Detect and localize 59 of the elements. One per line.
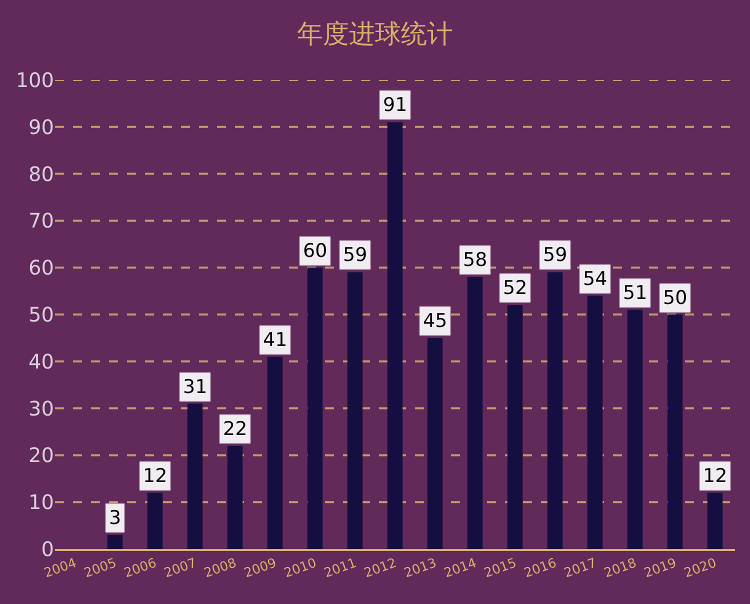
bar <box>267 356 283 549</box>
x-tick-label: 2006 <box>122 556 159 582</box>
x-tick-label: 2017 <box>562 556 599 582</box>
chart-title: 年度进球统计 <box>297 19 453 50</box>
y-tick-label: 30 <box>28 396 54 420</box>
data-label: 12 <box>703 465 728 487</box>
x-tick-label: 2009 <box>242 556 279 582</box>
bar <box>467 276 483 549</box>
y-tick-label: 90 <box>28 114 54 139</box>
data-label: 12 <box>143 465 168 487</box>
data-label: 60 <box>303 240 328 262</box>
bar <box>667 314 683 549</box>
bar <box>547 272 563 549</box>
bar <box>387 122 403 549</box>
y-tick-label: 40 <box>28 349 54 374</box>
data-label: 59 <box>343 244 368 266</box>
data-label: 22 <box>223 418 248 440</box>
x-tick-label: 2010 <box>282 556 319 582</box>
x-tick-label: 2019 <box>642 556 679 582</box>
y-tick-label: 50 <box>28 302 54 326</box>
bar <box>427 338 443 549</box>
x-tick-label: 2005 <box>82 556 119 582</box>
x-tick-label: 2013 <box>402 556 439 582</box>
bar <box>507 305 523 549</box>
x-tick-label: 2012 <box>362 556 399 582</box>
data-label: 31 <box>183 376 208 398</box>
y-tick-label: 100 <box>16 68 54 92</box>
data-label: 51 <box>623 282 648 304</box>
y-tick-label: 70 <box>28 208 54 233</box>
data-label: 41 <box>263 329 288 351</box>
x-tick-label: 2018 <box>602 556 639 582</box>
data-label: 91 <box>383 94 408 116</box>
data-label: 59 <box>543 244 568 266</box>
x-tick-label: 2011 <box>322 556 359 582</box>
data-label: 45 <box>423 310 448 332</box>
data-label: 50 <box>663 287 688 309</box>
x-tick-label: 2015 <box>482 556 519 582</box>
bar <box>147 492 163 549</box>
x-tick-label: 2007 <box>162 556 199 582</box>
bar <box>587 296 603 549</box>
x-tick-label: 2020 <box>682 556 719 582</box>
bar <box>107 534 123 549</box>
data-label: 3 <box>109 507 122 529</box>
x-tick-label: 2016 <box>522 556 559 582</box>
y-tick-label: 10 <box>28 490 54 514</box>
data-label: 58 <box>463 249 488 271</box>
bar <box>307 268 323 549</box>
y-tick-label: 80 <box>28 162 54 186</box>
bar <box>187 404 203 549</box>
x-tick-label: 2008 <box>202 556 239 582</box>
bar <box>347 272 363 549</box>
data-label: 52 <box>503 277 528 299</box>
bar <box>227 446 243 549</box>
y-tick-label: 20 <box>28 443 54 468</box>
bar <box>627 310 643 549</box>
x-tick-label: 2014 <box>442 556 479 582</box>
y-tick-label: 60 <box>28 256 54 280</box>
data-label: 54 <box>583 268 608 290</box>
bar <box>707 492 723 549</box>
